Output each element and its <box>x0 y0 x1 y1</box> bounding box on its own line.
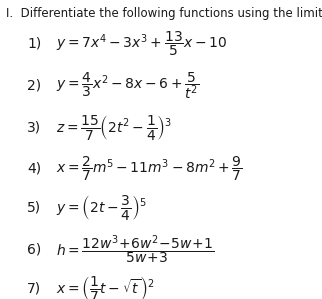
Text: 3): 3) <box>27 120 42 134</box>
Text: $y = \dfrac{4}{3}x^2 - 8x - 6 + \dfrac{5}{t^2}$: $y = \dfrac{4}{3}x^2 - 8x - 6 + \dfrac{5… <box>56 70 200 101</box>
Text: $h = \dfrac{12w^3\!+\!6w^2\!-\!5w\!+\!1}{5w\!+\!3}$: $h = \dfrac{12w^3\!+\!6w^2\!-\!5w\!+\!1}… <box>56 233 214 266</box>
Text: $x = \left(\dfrac{1}{7}t - \sqrt{t}\right)^2$: $x = \left(\dfrac{1}{7}t - \sqrt{t}\righ… <box>56 274 155 299</box>
Text: 6): 6) <box>27 243 42 257</box>
Text: $z = \dfrac{15}{7}\left(2t^2 - \dfrac{1}{4}\right)^3$: $z = \dfrac{15}{7}\left(2t^2 - \dfrac{1}… <box>56 113 173 141</box>
Text: $y = 7x^4 - 3x^3 + \dfrac{13}{5}x - 10$: $y = 7x^4 - 3x^3 + \dfrac{13}{5}x - 10$ <box>56 29 228 57</box>
Text: $y = \left(2t - \dfrac{3}{4}\right)^5$: $y = \left(2t - \dfrac{3}{4}\right)^5$ <box>56 193 147 222</box>
Text: 2): 2) <box>27 78 42 92</box>
Text: $x = \dfrac{2}{7}m^5 - 11m^3 - 8m^2 + \dfrac{9}{7}$: $x = \dfrac{2}{7}m^5 - 11m^3 - 8m^2 + \d… <box>56 155 243 183</box>
Text: 4): 4) <box>27 162 42 176</box>
Text: 7): 7) <box>27 282 42 295</box>
Text: 5): 5) <box>27 201 42 215</box>
Text: 1): 1) <box>27 36 42 50</box>
Text: I.  Differentiate the following functions using the limit method:: I. Differentiate the following functions… <box>6 7 322 20</box>
